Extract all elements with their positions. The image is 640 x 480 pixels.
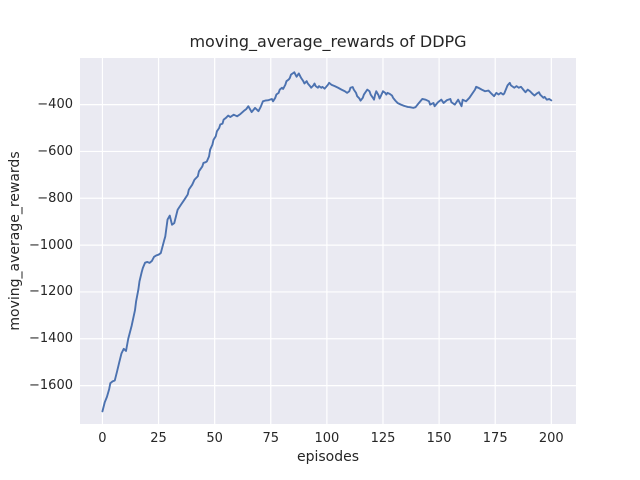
y-tick-label: −800 — [37, 190, 73, 206]
x-tick-label: 150 — [426, 431, 452, 446]
axes-background — [80, 58, 576, 424]
x-tick-label: 50 — [206, 431, 223, 446]
x-tick-label: 125 — [370, 431, 396, 446]
y-tick-label: −1200 — [29, 284, 73, 300]
chart-title: moving_average_rewards of DDPG — [189, 32, 467, 51]
y-axis-label: moving_average_rewards — [7, 151, 23, 331]
y-tick-label: −1000 — [29, 237, 73, 253]
y-tick-label: −600 — [37, 143, 73, 159]
x-tick-label: 100 — [314, 431, 340, 446]
x-tick-label: 175 — [482, 431, 508, 446]
x-tick-label: 25 — [150, 431, 167, 446]
y-tick-label: −1400 — [29, 331, 73, 347]
x-tick-label: 0 — [98, 431, 107, 446]
reward-line — [101, 71, 553, 413]
y-tick-label: −400 — [37, 97, 73, 113]
x-tick-label: 75 — [262, 431, 280, 446]
x-tick-label: 200 — [538, 431, 564, 446]
x-axis-label: episodes — [296, 449, 360, 465]
y-tick-label: −1600 — [29, 378, 73, 394]
